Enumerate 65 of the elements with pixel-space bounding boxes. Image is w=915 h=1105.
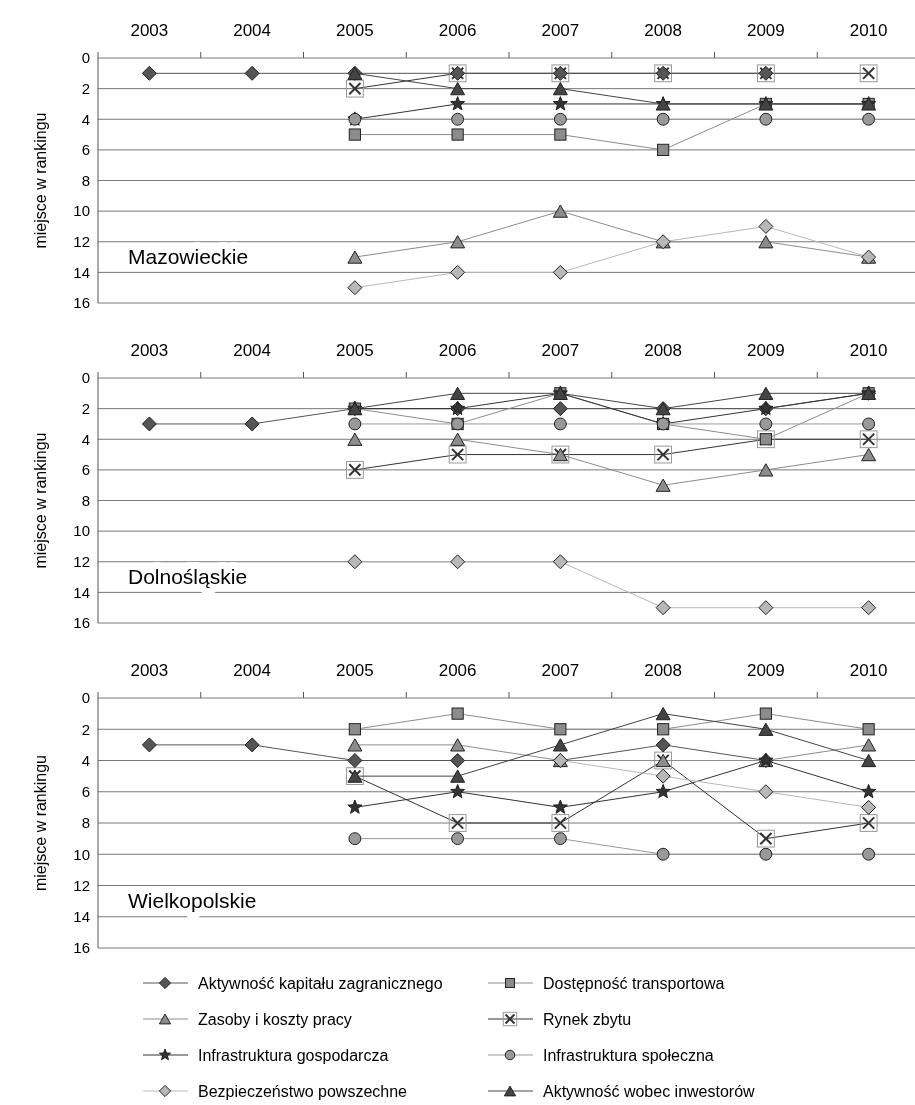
x-tick-label: 2004: [233, 341, 272, 360]
x-tick-label: 2004: [233, 21, 272, 40]
annotation: Wielkopolskie: [128, 889, 257, 913]
y-tick-label: 16: [73, 614, 90, 632]
legend-label: Rynek zbytu: [543, 1010, 632, 1028]
y-tick-label: 6: [81, 141, 90, 159]
y-tick-label: 12: [73, 233, 90, 250]
y-tick-label: 4: [81, 430, 90, 448]
x-tick-label: 2005: [335, 661, 374, 680]
y-tick-label: 2: [81, 399, 90, 417]
x-tick-label: 2010: [849, 21, 888, 40]
x-tick-label: 2007: [541, 21, 580, 40]
x-tick-label: 2007: [541, 661, 580, 680]
x-tick-label: 2008: [644, 21, 683, 40]
y-tick-label: 10: [73, 522, 90, 540]
y-tick-label: 14: [73, 583, 90, 601]
legend-label: Bezpieczeństwo powszechne: [198, 1082, 408, 1100]
y-tick-label: 8: [81, 491, 90, 509]
y-tick-label: 0: [81, 689, 90, 707]
y-tick-label: 16: [73, 939, 90, 957]
x-tick-label: 2009: [746, 661, 785, 680]
y-tick-label: 4: [81, 110, 90, 128]
x-tick-label: 2009: [746, 21, 785, 40]
y-tick-label: 6: [81, 783, 90, 800]
y-tick-label: 12: [73, 876, 90, 894]
x-tick-label: 2006: [438, 341, 477, 360]
x-tick-label: 2003: [130, 341, 169, 360]
legend-label: Dostępność transportowa: [543, 974, 725, 992]
y-tick-label: 0: [81, 369, 90, 387]
x-tick-label: 2006: [438, 21, 477, 40]
x-tick-label: 2003: [130, 661, 169, 680]
x-tick-label: 2009: [746, 341, 785, 360]
x-tick-label: 2010: [849, 661, 888, 680]
y-axis-title: miejsce w rankingu: [32, 112, 49, 249]
y-tick-label: 0: [81, 49, 90, 67]
y-tick-label: 4: [81, 751, 90, 769]
x-tick-label: 2005: [335, 21, 374, 40]
y-axis-title: miejsce w rankingu: [32, 432, 49, 569]
legend-label: Aktywność kapitału zagranicznego: [198, 974, 443, 992]
y-tick-label: 8: [81, 171, 90, 189]
legend-label: Zasoby i koszty pracy: [198, 1010, 352, 1028]
y-tick-label: 16: [73, 294, 90, 312]
y-tick-label: 14: [73, 908, 90, 925]
x-tick-label: 2010: [849, 341, 888, 360]
annotation: Mazowieckie: [128, 245, 249, 269]
x-tick-label: 2008: [644, 661, 683, 680]
y-tick-label: 8: [81, 814, 90, 832]
y-tick-label: 2: [81, 79, 90, 97]
y-tick-label: 6: [81, 461, 90, 479]
x-tick-label: 2008: [644, 341, 683, 360]
x-tick-label: 2005: [335, 341, 374, 360]
legend-label: Aktywność wobec inwestorów: [543, 1082, 756, 1100]
x-tick-label: 2007: [541, 341, 580, 360]
y-tick-label: 2: [81, 720, 90, 738]
y-tick-label: 14: [73, 263, 90, 281]
legend-label: Infrastruktura społeczna: [543, 1046, 714, 1064]
legend-label: Infrastruktura gospodarcza: [198, 1046, 389, 1064]
y-tick-label: 10: [73, 845, 90, 863]
x-tick-label: 2003: [130, 21, 169, 40]
annotation: Dolnośląskie: [128, 565, 248, 589]
y-tick-label: 12: [73, 553, 90, 570]
y-tick-label: 10: [73, 202, 90, 220]
x-tick-label: 2006: [438, 661, 477, 680]
x-tick-label: 2004: [233, 661, 272, 680]
y-axis-title: miejsce w rankingu: [32, 754, 49, 892]
